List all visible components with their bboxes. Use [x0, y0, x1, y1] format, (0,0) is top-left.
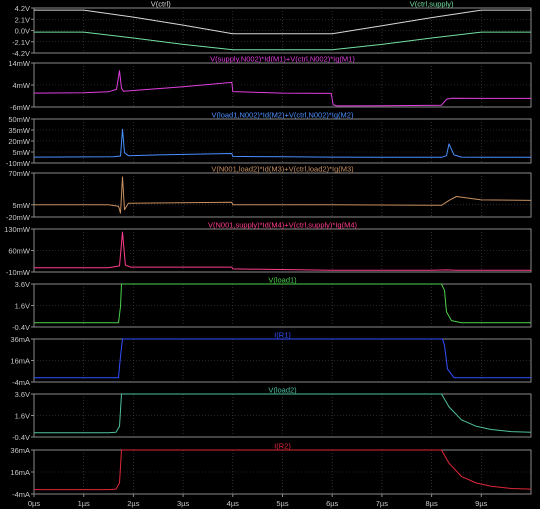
y-tick-label: 3.6V: [15, 280, 30, 289]
y-tick-label: 5mW: [13, 201, 31, 210]
y-tick-label: 130mW: [4, 225, 31, 234]
y-tick-label: 2.1V: [15, 15, 30, 24]
legend-label[interactable]: V(ctrl,supply): [410, 0, 454, 9]
y-tick-label: 16mA: [10, 468, 30, 477]
x-tick-label: 0µs: [28, 499, 40, 508]
x-tick-label: 1µs: [78, 499, 90, 508]
y-tick-label: 70mW: [8, 169, 31, 178]
legend-label[interactable]: V(load2): [268, 386, 297, 395]
x-tick-label: 8µs: [425, 499, 437, 508]
series-line-2-1: [33, 70, 531, 107]
x-tick-label: 9µs: [475, 499, 487, 508]
y-tick-label: -20mW: [6, 213, 31, 222]
x-tick-label: 2µs: [127, 499, 139, 508]
y-tick-label: 4mW: [13, 81, 31, 90]
series-line-1-2: [34, 31, 531, 51]
y-tick-label: -4mA: [12, 378, 30, 387]
y-tick-label: -10mW: [6, 159, 31, 168]
legend-label[interactable]: V(load1,N002)*Id(M2)+V(ctrl,N002)*Ig(M2): [212, 111, 354, 120]
legend-label[interactable]: V(ctrl): [151, 0, 171, 9]
legend-label[interactable]: I(R1): [274, 331, 291, 340]
legend-label[interactable]: V(N001,supply)*Id(M4)+V(ctrl,supply)*Ig(…: [208, 221, 358, 230]
y-tick-label: 36mA: [10, 335, 30, 344]
x-tick-label: 7µs: [376, 499, 388, 508]
y-tick-label: -4.2V: [12, 49, 30, 58]
series-line-1-1: [34, 9, 531, 35]
series-line-3-1: [33, 128, 531, 158]
y-tick-label: 1.6V: [15, 412, 30, 421]
legend-label[interactable]: V(supply,N002)*Id(M1)+V(ctrl,N002)*Ig(M1…: [210, 55, 355, 64]
y-tick-label: 16mA: [10, 357, 30, 366]
y-tick-label: 4.2V: [15, 4, 30, 13]
legend-label[interactable]: I(R2): [274, 442, 291, 451]
y-tick-label: -0.4V: [12, 323, 30, 332]
y-tick-label: -0.4V: [12, 433, 30, 442]
series-line-9-1: [34, 449, 532, 491]
y-tick-label: 0.0V: [15, 27, 30, 36]
y-tick-label: 60mW: [8, 247, 31, 256]
series-line-6-1: [34, 283, 531, 324]
x-tick-label: 3µs: [177, 499, 189, 508]
y-tick-label: -6mW: [10, 103, 31, 112]
y-tick-label: -4mA: [12, 490, 30, 499]
y-tick-label: 1.6V: [15, 302, 30, 311]
y-tick-label: -2.1V: [12, 38, 30, 47]
y-tick-label: 5mW: [13, 148, 31, 157]
x-tick-label: 6µs: [326, 499, 338, 508]
series-line-8-1: [34, 393, 532, 434]
y-tick-label: 3.6V: [15, 390, 30, 399]
y-tick-label: 14mW: [8, 59, 31, 68]
x-tick-label: 4µs: [227, 499, 239, 508]
series-line-5-1: [34, 231, 531, 271]
y-tick-label: 50mW: [8, 115, 31, 124]
y-tick-label: -10mW: [6, 268, 31, 277]
y-tick-label: 35mW: [8, 126, 31, 135]
x-tick-label: 5µs: [276, 499, 288, 508]
series-line-7-1: [34, 338, 531, 379]
y-tick-label: 36mA: [10, 446, 30, 455]
y-tick-label: 20mW: [8, 137, 31, 146]
legend-label[interactable]: V(N001,load2)*Id(M3)+V(ctrl,load2)*Ig(M3…: [211, 165, 354, 174]
series-line-4-1: [34, 176, 532, 214]
legend-label[interactable]: V(load1): [268, 276, 297, 285]
